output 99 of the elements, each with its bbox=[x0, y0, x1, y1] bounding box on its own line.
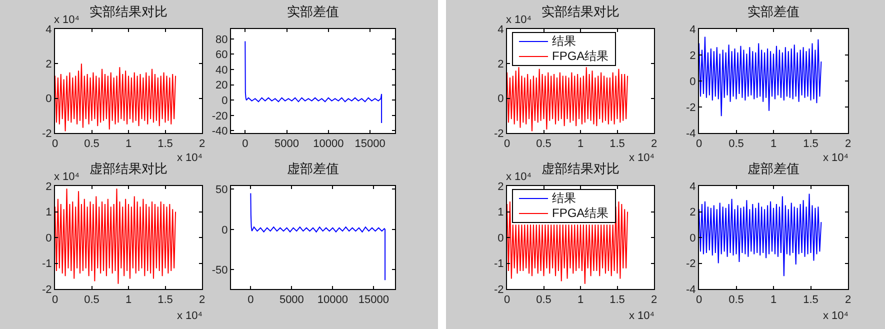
y-tick-label: -2 bbox=[494, 128, 504, 140]
x-tick-label: 1 bbox=[770, 138, 777, 150]
line-series bbox=[244, 40, 382, 124]
x-tick-label: 2 bbox=[650, 138, 658, 150]
x-tick-label: 2 bbox=[844, 294, 852, 306]
y-tick-label: -4 bbox=[686, 128, 696, 140]
x-axis-title: x 10⁴ bbox=[823, 152, 849, 164]
y-tick-label: 2 bbox=[498, 180, 504, 193]
x-tick-label: 1 bbox=[577, 294, 584, 306]
x-tick-label: 0.5 bbox=[84, 138, 100, 150]
chart-title: 实部差值 bbox=[287, 4, 339, 20]
y-tick-label: -40 bbox=[212, 126, 228, 138]
y-tick-label: 2 bbox=[690, 50, 696, 62]
x-tick-label: 10000 bbox=[313, 138, 344, 150]
y-tick-label: 0 bbox=[222, 94, 228, 107]
x-tick-label: 1 bbox=[125, 294, 132, 306]
y-axis-title: x 10⁴ bbox=[54, 171, 80, 183]
chart-title: 实部结果对比 bbox=[90, 4, 168, 20]
x-tick-label: 2 bbox=[198, 138, 206, 150]
y-tick-label: -1 bbox=[42, 258, 52, 270]
x-tick-label: 1 bbox=[770, 294, 777, 306]
y-tick-label: 50 bbox=[216, 184, 228, 196]
y-axis-title: x 10⁴ bbox=[506, 14, 532, 26]
chart-title: 虚部结果对比 bbox=[542, 161, 620, 176]
x-tick-label: 1 bbox=[577, 138, 584, 150]
x-tick-label: 5000 bbox=[279, 294, 304, 306]
chart-title: 实部差值 bbox=[748, 4, 800, 20]
chart-title: 实部结果对比 bbox=[542, 4, 620, 20]
x-axis-title: x 10⁴ bbox=[177, 310, 203, 322]
y-tick-label: 2 bbox=[46, 58, 52, 71]
legend-label: 结果 bbox=[552, 191, 576, 205]
y-tick-label: -20 bbox=[212, 110, 228, 122]
y-tick-label: -2 bbox=[686, 102, 696, 114]
y-tick-label: 60 bbox=[216, 49, 228, 62]
x-tick-label: 0.5 bbox=[536, 294, 552, 306]
line-series bbox=[250, 192, 386, 281]
x-tick-label: 2 bbox=[650, 294, 658, 306]
x-tick-label: 1.5 bbox=[803, 294, 818, 306]
y-tick-label: 4 bbox=[690, 24, 696, 36]
x-tick-label: 0.5 bbox=[728, 138, 744, 150]
legend-label: FPGA结果 bbox=[552, 49, 609, 63]
y-tick-label: 0 bbox=[498, 93, 504, 106]
x-tick-label: 0 bbox=[242, 138, 248, 150]
y-tick-label: 2 bbox=[46, 180, 52, 193]
line-series bbox=[699, 36, 822, 117]
x-tick-label: 1 bbox=[125, 138, 132, 150]
x-axis-title: x 10⁴ bbox=[177, 152, 203, 164]
y-tick-label: 0 bbox=[46, 93, 52, 106]
x-tick-label: 1.5 bbox=[610, 294, 625, 306]
y-tick-label: 2 bbox=[498, 58, 504, 71]
x-tick-label: 1.5 bbox=[158, 294, 173, 306]
y-tick-label: 40 bbox=[216, 64, 228, 76]
y-axis-title: x 10⁴ bbox=[54, 14, 80, 26]
y-tick-label: -50 bbox=[212, 264, 228, 277]
x-tick-label: 0.5 bbox=[84, 294, 100, 306]
y-tick-label: 0 bbox=[690, 76, 696, 88]
x-tick-label: 1.5 bbox=[158, 138, 173, 150]
y-tick-label: -1 bbox=[494, 258, 504, 270]
x-tick-label: 15000 bbox=[354, 138, 386, 150]
legend-label: FPGA结果 bbox=[552, 206, 609, 220]
x-tick-label: 2 bbox=[844, 138, 852, 150]
x-axis-title: x 10⁴ bbox=[629, 152, 655, 164]
chart-title: 虚部差值 bbox=[287, 161, 339, 176]
y-tick-label: -2 bbox=[686, 258, 696, 270]
x-tick-label: 0.5 bbox=[728, 294, 744, 306]
x-tick-label: 5000 bbox=[274, 138, 300, 150]
x-axis-title: x 10⁴ bbox=[823, 310, 849, 322]
line-series bbox=[507, 66, 628, 132]
y-tick-label: 0 bbox=[46, 232, 52, 244]
x-tick-label: 2 bbox=[198, 294, 206, 306]
y-tick-label: 0 bbox=[222, 224, 228, 236]
y-tick-label: 4 bbox=[690, 180, 696, 193]
line-series bbox=[699, 193, 822, 277]
y-tick-label: 0 bbox=[690, 232, 696, 244]
legend-label: 结果 bbox=[552, 34, 576, 48]
x-tick-label: 15000 bbox=[358, 294, 389, 306]
y-tick-label: 1 bbox=[498, 206, 504, 219]
y-tick-label: -2 bbox=[494, 284, 504, 296]
x-axis-title: x 10⁴ bbox=[629, 310, 655, 322]
y-tick-label: 4 bbox=[46, 24, 52, 36]
y-tick-label: 4 bbox=[498, 24, 504, 36]
y-tick-label: 1 bbox=[46, 206, 52, 219]
y-tick-label: -4 bbox=[686, 284, 696, 296]
line-series bbox=[55, 63, 176, 132]
y-tick-label: 80 bbox=[216, 34, 228, 46]
x-tick-label: 1.5 bbox=[610, 138, 625, 150]
y-tick-label: -2 bbox=[42, 128, 52, 140]
x-tick-label: 1.5 bbox=[803, 138, 818, 150]
x-tick-label: 0.5 bbox=[536, 138, 552, 150]
y-tick-label: -2 bbox=[42, 284, 52, 296]
chart-title: 虚部差值 bbox=[748, 161, 800, 176]
x-tick-label: 10000 bbox=[317, 294, 348, 306]
y-tick-label: 0 bbox=[498, 232, 504, 244]
chart-title: 虚部结果对比 bbox=[90, 161, 168, 176]
y-tick-label: 2 bbox=[690, 206, 696, 219]
x-tick-label: 0 bbox=[248, 294, 254, 306]
y-axis-title: x 10⁴ bbox=[506, 171, 532, 183]
line-series bbox=[55, 188, 176, 284]
y-tick-label: 20 bbox=[216, 80, 228, 92]
